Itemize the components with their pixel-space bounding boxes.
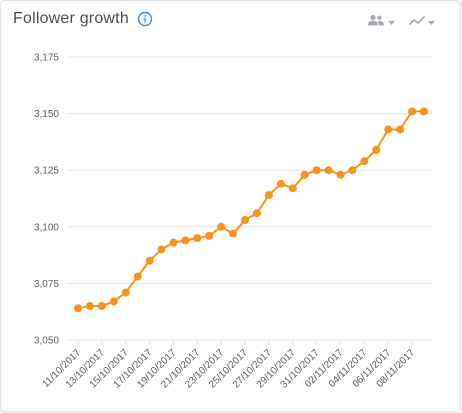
data-point bbox=[181, 236, 190, 245]
chevron-down-icon bbox=[388, 13, 395, 31]
data-point bbox=[241, 216, 250, 225]
data-point bbox=[348, 166, 357, 175]
data-point bbox=[276, 179, 285, 188]
y-tick-label: 3,125 bbox=[34, 166, 59, 177]
data-point bbox=[264, 191, 273, 200]
data-point bbox=[420, 107, 428, 116]
data-point bbox=[205, 231, 214, 240]
data-point bbox=[408, 107, 417, 116]
data-point bbox=[336, 170, 345, 179]
data-point bbox=[85, 302, 94, 311]
y-tick-label: 3,100 bbox=[34, 222, 59, 233]
people-icon bbox=[367, 13, 385, 31]
data-point bbox=[217, 222, 226, 231]
data-point bbox=[157, 245, 166, 254]
data-point bbox=[360, 157, 369, 166]
data-point bbox=[252, 209, 261, 218]
y-tick-label: 3,150 bbox=[34, 109, 59, 120]
data-point bbox=[145, 256, 154, 265]
data-point bbox=[74, 304, 82, 313]
line-chart-icon bbox=[409, 13, 425, 31]
data-point bbox=[384, 125, 393, 134]
info-icon[interactable] bbox=[137, 11, 153, 27]
data-point bbox=[133, 272, 142, 281]
y-tick-label: 3,075 bbox=[34, 279, 59, 290]
chart-controls bbox=[367, 13, 435, 31]
data-point bbox=[372, 145, 381, 154]
data-point bbox=[193, 234, 202, 243]
y-tick-label: 3,175 bbox=[34, 53, 59, 64]
data-point bbox=[396, 125, 405, 134]
data-point bbox=[300, 170, 309, 179]
card-title: Follower growth bbox=[13, 10, 129, 27]
audience-selector[interactable] bbox=[367, 13, 395, 31]
card-header: Follower growth bbox=[13, 10, 153, 28]
y-tick-label: 3,050 bbox=[34, 336, 59, 347]
series-line bbox=[77, 110, 424, 310]
data-point bbox=[312, 166, 321, 175]
data-point bbox=[97, 302, 106, 311]
data-point bbox=[169, 238, 178, 247]
data-point bbox=[229, 229, 238, 238]
data-point bbox=[121, 288, 130, 297]
chevron-down-icon bbox=[428, 13, 435, 31]
data-point bbox=[288, 184, 297, 193]
data-point bbox=[109, 297, 118, 306]
data-point bbox=[324, 166, 333, 175]
chart-type-selector[interactable] bbox=[409, 13, 435, 31]
